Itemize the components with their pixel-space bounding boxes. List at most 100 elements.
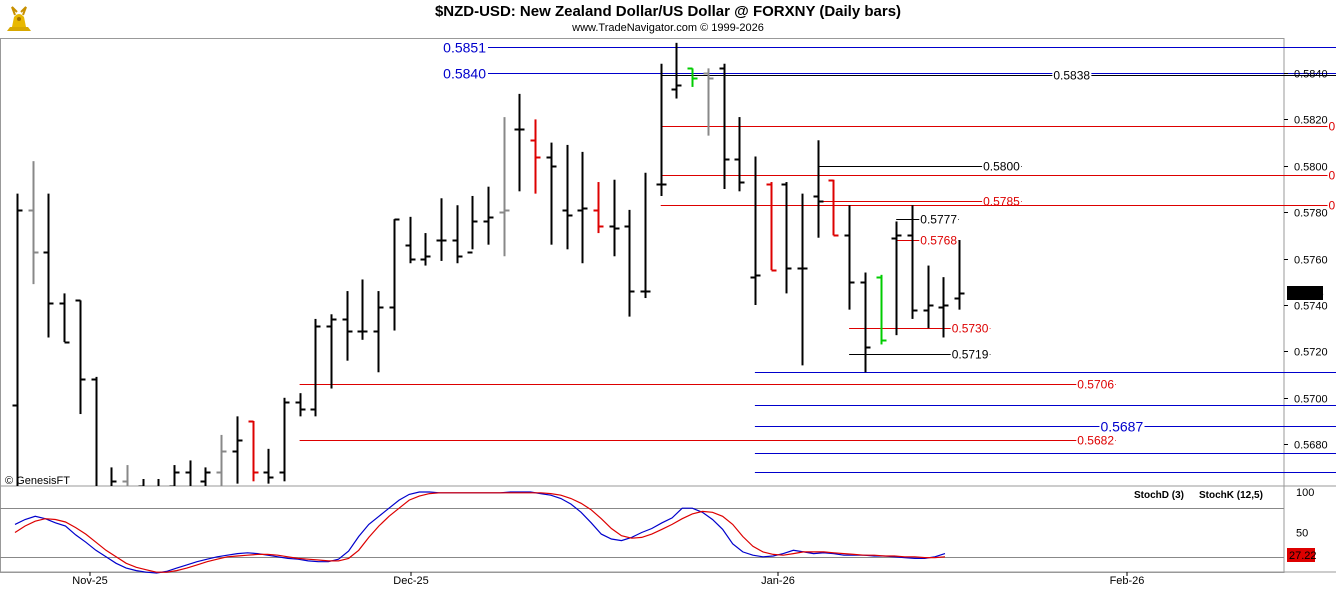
- level-label-bg: [950, 321, 990, 336]
- ohlc-bar: [656, 63, 667, 196]
- ohlc-bar: [185, 460, 192, 486]
- price-tick-label: 0.5780: [1294, 208, 1328, 220]
- level-label: 0.5838: [1053, 69, 1090, 83]
- level-label: 0.5730: [952, 322, 989, 336]
- stoch-d-line: [14, 492, 946, 573]
- level-label-bg: [982, 159, 1022, 174]
- price-bars: [12, 42, 965, 486]
- ohlc-bar: [248, 420, 259, 482]
- stoch-value-box: [1287, 548, 1315, 562]
- last-price-label: 0.5745: [1290, 288, 1324, 300]
- level-label: 0.5706: [1077, 378, 1114, 392]
- ohlc-bar: [420, 233, 431, 266]
- stoch-k-legend: StochK (12,5): [1199, 490, 1263, 501]
- ohlc-bar: [640, 172, 651, 299]
- ohlc-bar: [59, 293, 70, 344]
- level-label-bg: [442, 65, 488, 82]
- ohlc-bar: [232, 416, 243, 484]
- ohlc-bar: [593, 182, 604, 234]
- chart-title: $NZD-USD: New Zealand Dollar/US Dollar @…: [434, 3, 902, 20]
- ohlc-bar: [389, 218, 400, 331]
- ohlc-bar: [138, 479, 145, 486]
- ohlc-bar: [703, 68, 714, 136]
- date-tick-label: Feb-26: [1110, 575, 1145, 587]
- ohlc-bar: [514, 93, 525, 192]
- ohlc-bar: [452, 205, 463, 264]
- level-label: 0.5687: [1100, 419, 1143, 435]
- level-label: 0.5796: [1328, 169, 1336, 183]
- ohlc-bar: [310, 318, 321, 417]
- level-label-bg: [919, 233, 959, 248]
- ohlc-bar: [279, 397, 290, 482]
- level-label: 0.5783: [1328, 199, 1336, 213]
- ohlc-bar: [12, 193, 23, 486]
- ohlc-bar: [91, 376, 98, 486]
- stoch-value-label: 27.22: [1289, 550, 1317, 562]
- ohlc-bar: [43, 193, 54, 338]
- stoch-k-line: [14, 491, 946, 574]
- date-axis: Nov-25 Dec-25 Jan-26 Feb-26: [72, 572, 1144, 587]
- date-tick-label: Jan-26: [761, 575, 795, 587]
- ohlc-bar: [954, 240, 965, 310]
- chart-header: $NZD-USD: New Zealand Dollar/US Dollar @…: [0, 0, 1336, 38]
- price-tick-label: 0.5740: [1294, 301, 1328, 313]
- price-tick-label: 0.5800: [1294, 162, 1328, 174]
- level-label: 0.5800: [983, 160, 1020, 174]
- level-label: 0.5840: [443, 66, 486, 82]
- price-tick-label: 0.5720: [1294, 347, 1328, 359]
- ohlc-bar: [734, 117, 745, 192]
- ohlc-bar: [499, 117, 510, 257]
- date-tick-label: Nov-25: [72, 575, 107, 587]
- date-tick-label: Dec-25: [393, 575, 428, 587]
- ohlc-bar: [828, 179, 839, 237]
- ohlc-bar: [373, 291, 384, 373]
- level-label-bg: [1327, 119, 1336, 134]
- ohlc-bar: [436, 198, 447, 261]
- price-tick-label: 0.5760: [1294, 255, 1328, 267]
- ohlc-bar: [326, 314, 337, 389]
- level-label-bg: [1076, 433, 1116, 448]
- price-axis: 0.58400.58200.58000.57800.57600.57400.57…: [1284, 69, 1328, 452]
- ohlc-bar: [609, 179, 620, 257]
- chart-subtitle: www.TradeNavigator.com © 1999-2026: [572, 22, 764, 34]
- ohlc-bar: [530, 119, 541, 194]
- ohlc-bar: [876, 274, 887, 345]
- level-label-bg: [950, 347, 990, 362]
- ohlc-bar: [813, 140, 824, 238]
- ohlc-bar: [75, 299, 86, 415]
- stoch-tick-label: 50: [1296, 528, 1308, 540]
- ohlc-bar: [216, 434, 227, 486]
- price-tick-label: 0.5680: [1294, 440, 1328, 452]
- ohlc-bar: [263, 448, 274, 484]
- price-tick-label: 0.5840: [1294, 69, 1328, 81]
- ohlc-bar: [295, 393, 306, 417]
- level-label: 0.5768: [920, 234, 957, 248]
- ohlc-bar: [719, 63, 730, 189]
- ohlc-bar: [200, 467, 211, 486]
- ohlc-bar: [797, 193, 808, 366]
- ohlc-bar: [122, 465, 129, 486]
- ohlc-bar: [766, 182, 777, 272]
- stoch-d-legend: StochD (3): [1134, 490, 1184, 501]
- stoch-tick-label: 100: [1296, 487, 1314, 499]
- ohlc-bar: [157, 479, 160, 486]
- level-label: 0.5682: [1077, 434, 1114, 448]
- level-label: 0.5777: [920, 213, 957, 227]
- ohlc-bar: [781, 182, 792, 294]
- ohlc-bar: [546, 142, 557, 245]
- ohlc-bar: [562, 144, 573, 250]
- level-label-bg: [1327, 198, 1336, 213]
- ohlc-bar: [860, 272, 871, 373]
- ohlc-bar: [891, 221, 902, 336]
- ohlc-bar: [28, 161, 39, 285]
- level-label: 0.5719: [952, 348, 989, 362]
- ohlc-bar: [938, 277, 949, 338]
- ohlc-bar: [405, 216, 416, 264]
- price-tick-label: 0.5700: [1294, 394, 1328, 406]
- ohlc-bar: [687, 67, 698, 87]
- level-label-bg: [1052, 68, 1092, 83]
- last-price-box: [1287, 286, 1323, 300]
- ohlc-bar: [624, 209, 635, 317]
- level-label: 0.5785: [983, 195, 1020, 209]
